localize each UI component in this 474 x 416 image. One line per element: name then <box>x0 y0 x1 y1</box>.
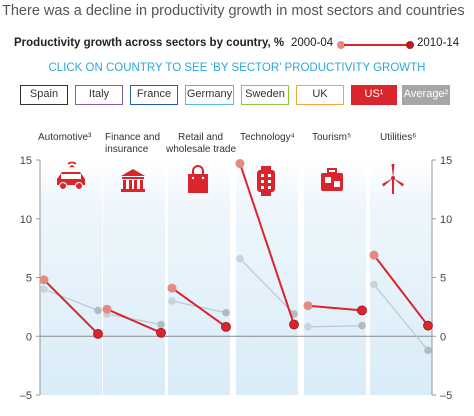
us-point-2010-14-0 <box>93 328 103 339</box>
sector-panel-4 <box>304 160 366 395</box>
us-point-2000-04-0 <box>39 275 49 285</box>
suitcase-icon <box>321 168 343 191</box>
sector-panel-1 <box>103 160 165 395</box>
sector-panel-2 <box>168 160 230 395</box>
sector-panel-3 <box>236 160 298 395</box>
us-line-2 <box>171 287 227 328</box>
average-point-2010-14-1 <box>157 320 165 329</box>
country-instruction: CLICK ON COUNTRY TO SEE ‘BY SECTOR’ PROD… <box>48 62 426 74</box>
legend-dot-2000-04 <box>337 41 345 49</box>
us-line-1 <box>106 308 162 334</box>
country-button-uk[interactable]: UK <box>296 85 344 105</box>
us-point-2000-04-1 <box>102 304 112 314</box>
shopping-bag-icon <box>188 165 208 193</box>
productivity-chart: Automotive³ Finance and insurance Retail… <box>20 132 453 402</box>
us-point-2000-04-3 <box>235 159 245 169</box>
average-point-2010-14-0 <box>94 306 102 315</box>
sector-label-automotive: Automotive³ <box>38 132 92 143</box>
y-tick-label-right: –5 <box>440 390 452 402</box>
sector-label-utilities: Utilities⁶ <box>380 132 416 143</box>
average-point-2010-14-2 <box>222 308 230 317</box>
sector-label-tourism: Tourism⁵ <box>312 132 351 143</box>
average-point-2000-04-4 <box>304 323 312 331</box>
us-point-2000-04-2 <box>167 283 177 293</box>
us-line-3 <box>239 163 295 325</box>
y-tick-label-right: 15 <box>440 155 452 167</box>
average-point-2000-04-5 <box>370 280 378 289</box>
us-point-2000-04-5 <box>369 250 379 260</box>
country-button-average[interactable]: Average² <box>402 85 450 105</box>
y-tick-label-left: 15 <box>20 155 32 167</box>
bank-icon <box>121 169 145 192</box>
average-line-4 <box>307 325 363 328</box>
sector-label-finance-line1: Finance and <box>105 132 160 143</box>
country-button-germany[interactable]: Germany <box>185 85 234 105</box>
country-button-sweden[interactable]: Sweden <box>241 85 289 105</box>
average-point-2000-04-3 <box>236 254 244 263</box>
sector-label-retail-line1: Retail and <box>178 132 223 143</box>
average-line-1 <box>106 313 162 326</box>
us-point-2010-14-2 <box>221 321 231 332</box>
us-line-5 <box>373 254 429 327</box>
us-line-0 <box>43 279 99 335</box>
us-point-2010-14-3 <box>289 319 299 330</box>
sector-panel-0 <box>40 160 102 395</box>
average-point-2000-04-0 <box>40 285 48 294</box>
y-tick-label-left: 5 <box>26 273 32 285</box>
car-icon <box>57 161 85 190</box>
us-point-2000-04-4 <box>303 301 313 311</box>
country-button-italy[interactable]: Italy <box>75 85 123 105</box>
legend-label-2010-14: 2010-14 <box>417 37 460 49</box>
sector-label-technology: Technology⁴ <box>240 132 295 143</box>
average-point-2000-04-2 <box>168 297 176 305</box>
sector-label-retail-line2: wholesale trade <box>165 144 236 155</box>
us-point-2010-14-5 <box>423 320 433 331</box>
legend-dot-2010-14 <box>406 41 414 49</box>
y-tick-label-right: 0 <box>440 331 446 343</box>
average-line-3 <box>239 258 295 315</box>
legend-line <box>344 44 412 46</box>
smartwatch-icon <box>257 166 275 196</box>
us-line-4 <box>307 304 363 312</box>
legend-label-2000-04: 2000-04 <box>291 37 334 49</box>
country-button-us[interactable]: US¹ <box>351 85 397 105</box>
country-button-france[interactable]: France <box>130 85 178 105</box>
average-point-2010-14-4 <box>358 321 366 330</box>
y-tick-label-left: 10 <box>20 214 32 226</box>
y-tick-label-left: –5 <box>20 390 32 402</box>
sector-panel-5 <box>370 160 432 395</box>
y-tick-label-right: 5 <box>440 273 446 285</box>
us-point-2010-14-4 <box>357 305 367 316</box>
chart-title: Productivity growth across sectors by co… <box>14 37 285 49</box>
page-title: There was a decline in productivity grow… <box>2 3 465 19</box>
average-line-0 <box>43 288 99 311</box>
country-button-spain[interactable]: Spain <box>20 85 68 105</box>
average-line-5 <box>373 284 429 351</box>
y-tick-label-left: 0 <box>26 331 32 343</box>
average-point-2010-14-5 <box>424 346 432 355</box>
sector-label-finance-line2: insurance <box>105 144 149 155</box>
y-tick-label-right: 10 <box>440 214 452 226</box>
us-point-2010-14-1 <box>156 327 166 338</box>
wind-turbine-icon <box>382 164 404 194</box>
